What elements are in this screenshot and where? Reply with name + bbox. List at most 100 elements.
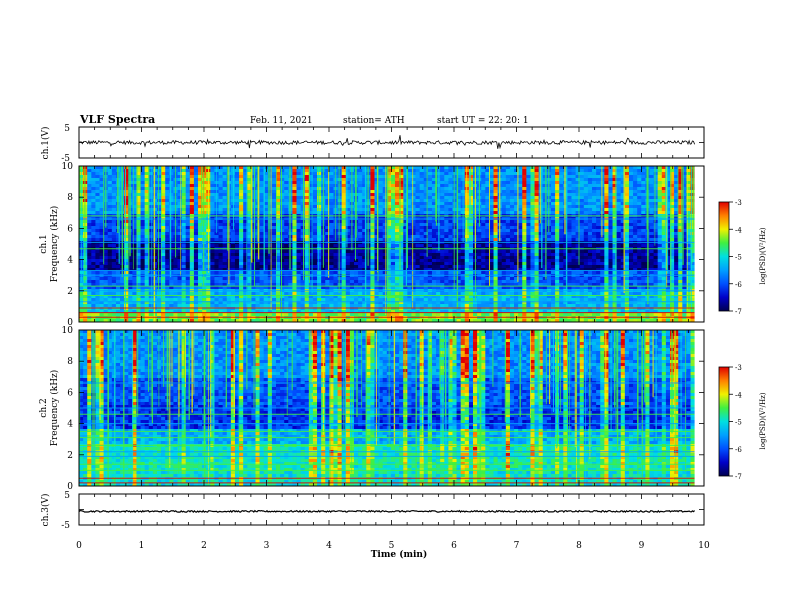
spectrogram-cell	[263, 193, 269, 197]
spectrogram-cell	[185, 184, 191, 188]
spectrogram-cell	[325, 205, 330, 209]
spectrogram-cell	[263, 205, 269, 209]
spectrogram-cell	[415, 202, 420, 206]
spectrogram-cell	[522, 238, 527, 242]
spectrogram-cell	[674, 178, 679, 182]
spectrogram-cell	[218, 193, 223, 197]
spectrogram-cell	[378, 205, 384, 209]
spectrogram-cell	[378, 220, 384, 224]
spectrogram-cell	[567, 238, 572, 242]
spectrogram-cell	[222, 190, 228, 194]
spectrogram-cell	[358, 223, 363, 227]
spectrogram-cell	[514, 250, 519, 254]
spectrogram-cell	[431, 253, 437, 257]
spectrogram-cell	[608, 256, 613, 260]
spectrogram-cell	[403, 172, 408, 176]
spectrogram-cell	[481, 229, 486, 233]
spectrogram-cell	[230, 166, 236, 170]
spectrogram-cell	[550, 184, 556, 188]
spectrogram-cell	[189, 220, 195, 224]
spectrogram-cell	[481, 232, 486, 236]
spectrogram-cell	[489, 238, 494, 242]
spectrogram-cell	[276, 223, 281, 227]
spectrogram-cell	[181, 259, 187, 263]
spectrogram-cell	[210, 256, 215, 260]
spectrogram-cell	[358, 178, 363, 182]
spectrogram-cell	[423, 205, 429, 209]
spectrogram-cell	[337, 172, 343, 176]
spectrogram-cell	[395, 256, 400, 260]
spectrogram-cell	[87, 193, 92, 197]
spectrogram-cell	[271, 178, 277, 182]
spectrogram-cell	[427, 181, 433, 185]
spectrogram-cell	[682, 202, 687, 206]
spectrogram-cell	[468, 172, 474, 176]
spectrogram-cell	[682, 175, 687, 179]
spectrogram-cell	[362, 211, 367, 215]
spectrogram-cell	[214, 172, 219, 176]
spectrogram-cell	[181, 220, 187, 224]
spectrogram-cell	[390, 208, 396, 212]
spectrogram-cell	[682, 178, 687, 182]
spectrogram-cell	[124, 205, 129, 209]
spectrogram-cell	[628, 226, 634, 230]
spectrogram-cell	[230, 199, 236, 203]
spectrogram-cell	[674, 202, 679, 206]
spectrogram-cell	[403, 259, 408, 263]
spectrogram-cell	[267, 238, 273, 242]
spectrogram-cell	[378, 175, 384, 179]
spectrogram-cell	[185, 262, 191, 266]
spectrogram-cell	[218, 202, 223, 206]
spectrogram-cell	[156, 175, 162, 179]
spectrogram-cell	[489, 244, 494, 248]
spectrogram-cell	[276, 196, 281, 200]
spectrogram-cell	[419, 253, 425, 257]
spectrogram-cell	[583, 244, 589, 248]
spectrogram-cell	[620, 250, 626, 254]
spectrogram-cell	[489, 232, 494, 236]
spectrogram-cell	[460, 259, 466, 263]
spectrogram-cell	[193, 190, 199, 194]
spectrogram-cell	[300, 244, 306, 248]
spectrogram-cell	[189, 172, 195, 176]
spectrogram-cell	[234, 190, 240, 194]
spectrogram-cell	[440, 190, 445, 194]
spectrogram-cell	[210, 175, 215, 179]
spectrogram-cell	[165, 232, 170, 236]
spectrogram-cell	[440, 235, 445, 239]
spectrogram-cell	[407, 256, 412, 260]
spectrogram-cell	[448, 232, 453, 236]
spectrogram-cell	[493, 253, 498, 257]
spectrogram-cell	[579, 178, 585, 182]
spectrogram-cell	[657, 178, 663, 182]
spectrogram-cell	[399, 196, 404, 200]
spectrogram-cell	[600, 172, 605, 176]
spectrogram-cell	[407, 184, 412, 188]
spectrogram-cell	[403, 190, 408, 194]
spectrogram-cell	[296, 193, 301, 197]
spectrogram-cell	[411, 166, 416, 170]
figure-title: VLF Spectra	[79, 113, 155, 126]
spectrogram-cell	[514, 238, 519, 242]
spectrogram-cell	[637, 202, 642, 206]
spectrogram-cell	[251, 166, 256, 170]
spectrogram-cell	[616, 259, 622, 263]
spectrogram-cell	[419, 238, 425, 242]
spectrogram-cell	[87, 229, 92, 233]
spectrogram-cell	[534, 238, 540, 242]
spectrogram-cell	[87, 175, 92, 179]
spectrogram-cell	[665, 166, 671, 170]
spectrogram-cell	[276, 193, 281, 197]
spectrogram-cell	[468, 181, 474, 185]
spectrogram-cell	[239, 184, 244, 188]
spectrogram-cell	[587, 190, 593, 194]
spectrogram-cell	[653, 205, 659, 209]
spectrogram-cell	[608, 199, 613, 203]
spectrogram-cell	[124, 184, 129, 188]
spectrogram-cell	[202, 250, 207, 254]
spectrogram-cell	[214, 166, 219, 170]
spectrogram-cell	[325, 262, 330, 266]
spectrogram-cell	[530, 166, 535, 170]
spectrogram-cell	[341, 244, 347, 248]
spectrogram-cell	[284, 229, 289, 233]
